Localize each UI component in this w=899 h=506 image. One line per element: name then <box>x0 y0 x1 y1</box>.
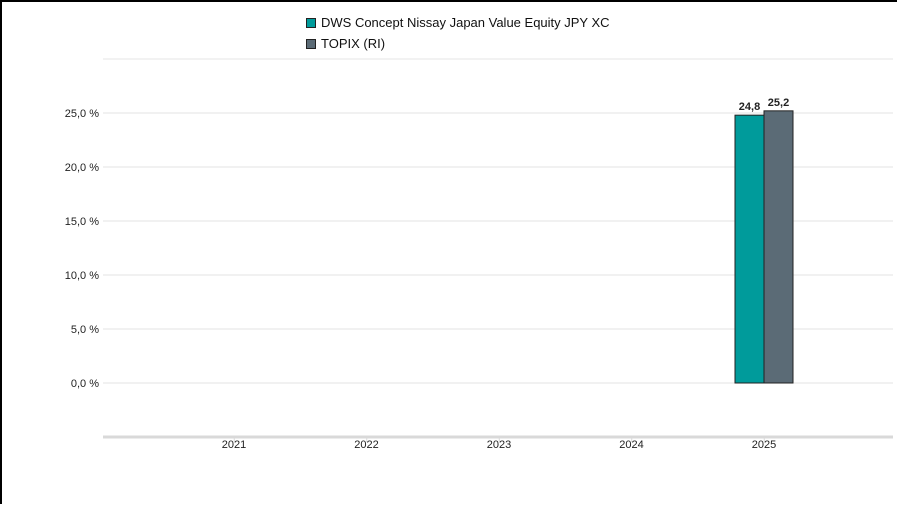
legend-swatch-benchmark <box>306 38 316 49</box>
y-tick-label: 20,0 % <box>65 162 99 174</box>
y-tick-label: 0,0 % <box>71 378 99 390</box>
y-tick-label: 10,0 % <box>65 270 99 282</box>
x-tick-label: 2025 <box>752 439 776 451</box>
y-tick-label: 25,0 % <box>65 108 99 120</box>
data-label: 25,2 <box>768 97 789 109</box>
chart-legend: DWS Concept Nissay Japan Value Equity JP… <box>306 12 610 54</box>
legend-label-fund: DWS Concept Nissay Japan Value Equity JP… <box>321 15 610 30</box>
legend-label-benchmark: TOPIX (RI) <box>321 36 386 51</box>
legend-swatch-fund <box>306 17 316 28</box>
bar-benchmark-2025 <box>763 110 794 384</box>
x-tick-label: 2022 <box>354 439 378 451</box>
bar-fund-2025 <box>734 114 765 384</box>
x-tick-label: 2023 <box>487 439 511 451</box>
legend-item-fund[interactable]: DWS Concept Nissay Japan Value Equity JP… <box>306 12 610 33</box>
y-tick-label: 15,0 % <box>65 216 99 228</box>
x-tick-label: 2024 <box>619 439 643 451</box>
y-tick-label: 5,0 % <box>71 324 99 336</box>
x-tick-label: 2021 <box>222 439 246 451</box>
legend-item-benchmark[interactable]: TOPIX (RI) <box>306 33 610 54</box>
data-label: 24,8 <box>739 101 760 113</box>
